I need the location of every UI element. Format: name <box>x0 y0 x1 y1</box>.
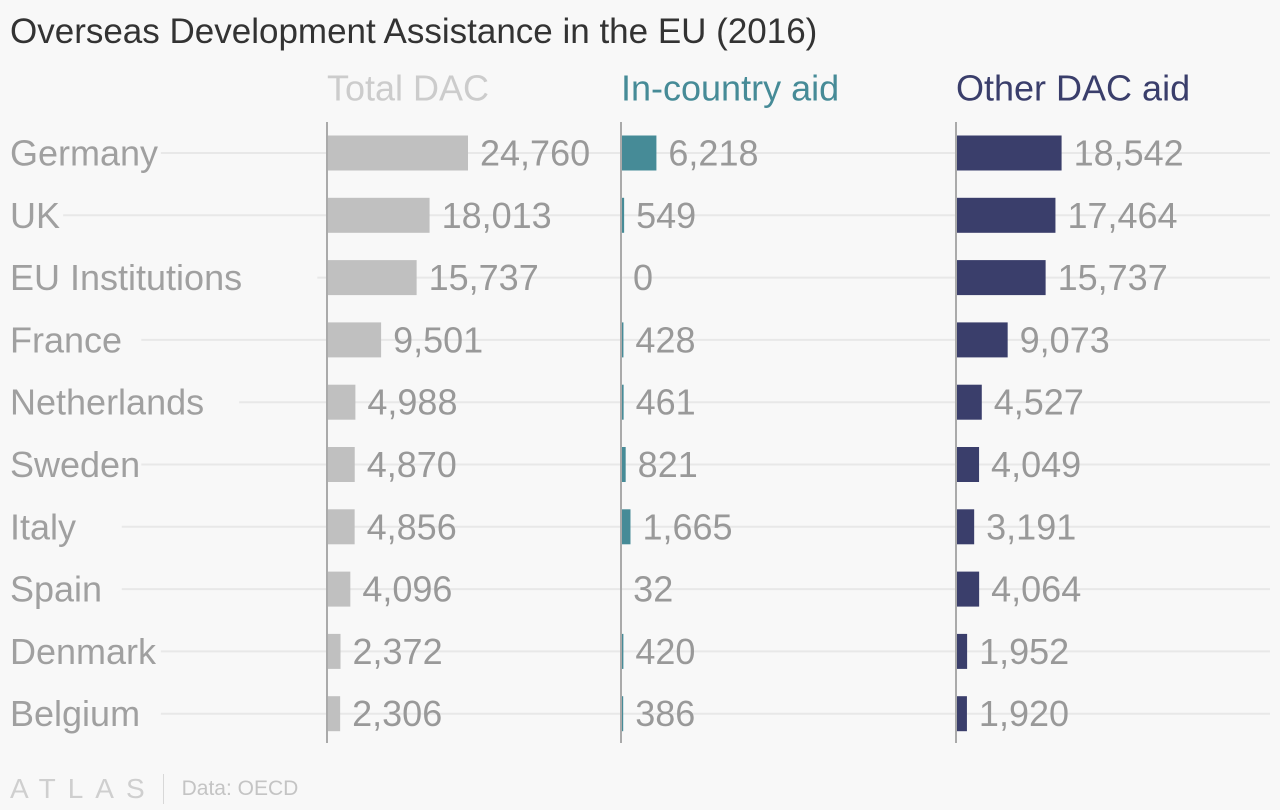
bar <box>621 197 625 233</box>
data-label: 420 <box>635 631 695 672</box>
series-header: In-country aid <box>621 68 839 109</box>
bar <box>327 197 430 233</box>
chart-title: Overseas Development Assistance in the E… <box>10 12 818 51</box>
bar <box>956 322 1008 358</box>
bar <box>327 509 355 545</box>
bar <box>956 633 968 669</box>
data-label: 549 <box>636 195 696 236</box>
bar <box>621 633 624 669</box>
category-label: UK <box>10 195 60 236</box>
data-label: 4,064 <box>991 569 1081 610</box>
bar <box>327 322 382 358</box>
data-label: 3,191 <box>986 506 1076 547</box>
bar <box>621 384 624 420</box>
bar <box>956 509 975 545</box>
data-label: 17,464 <box>1067 195 1177 236</box>
bar <box>621 135 657 171</box>
data-label: 15,737 <box>429 257 539 298</box>
data-label: 461 <box>636 382 696 423</box>
footer: ATLAS Data: OECD <box>10 772 298 806</box>
bar <box>956 384 982 420</box>
bar-chart: Germany UK EU Institutions France Netherland… <box>10 68 1270 743</box>
footer-divider <box>162 774 164 804</box>
category-label: Belgium <box>10 693 140 734</box>
category-label: Netherlands <box>10 382 204 423</box>
brand-logo: ATLAS <box>10 773 157 804</box>
bar <box>956 571 980 607</box>
bar <box>327 571 351 607</box>
data-label: 428 <box>635 319 695 360</box>
bar <box>956 197 1056 233</box>
data-label: 0 <box>633 257 653 298</box>
bar <box>621 322 624 358</box>
data-label: 2,372 <box>353 631 443 672</box>
bar <box>327 447 355 482</box>
bar <box>327 633 341 669</box>
data-label: 4,049 <box>991 444 1081 485</box>
category-label: Germany <box>10 133 158 174</box>
data-label: 4,527 <box>994 382 1084 423</box>
data-label: 6,218 <box>668 133 758 174</box>
data-label: 4,870 <box>367 444 457 485</box>
data-label: 1,952 <box>979 631 1069 672</box>
data-label: 9,073 <box>1020 319 1110 360</box>
category-label: Denmark <box>10 631 157 672</box>
data-label: 32 <box>633 569 673 610</box>
data-label: 4,096 <box>362 569 452 610</box>
bar <box>956 696 967 732</box>
series-header: Total DAC <box>327 68 489 109</box>
category-label: Italy <box>10 506 76 547</box>
data-label: 386 <box>635 693 695 734</box>
data-label: 24,760 <box>480 133 590 174</box>
bar <box>956 447 980 482</box>
bar <box>956 135 1062 171</box>
data-label: 2,306 <box>352 693 442 734</box>
data-label: 15,737 <box>1058 257 1168 298</box>
data-label: 1,920 <box>979 693 1069 734</box>
category-label: Sweden <box>10 444 140 485</box>
bar <box>621 447 626 482</box>
category-label: EU Institutions <box>10 257 242 298</box>
data-label: 4,988 <box>367 382 457 423</box>
bar <box>327 260 417 296</box>
source-note: Data: OECD <box>181 777 299 800</box>
bar <box>621 696 624 732</box>
bar <box>327 384 356 420</box>
data-label: 9,501 <box>393 319 483 360</box>
category-label: France <box>10 319 122 360</box>
data-label: 821 <box>638 444 698 485</box>
bar <box>327 135 468 171</box>
data-label: 1,665 <box>642 506 732 547</box>
bar <box>327 696 341 732</box>
bar <box>956 260 1046 296</box>
series-header: Other DAC aid <box>956 68 1190 109</box>
data-label: 4,856 <box>367 506 457 547</box>
bar <box>621 509 631 545</box>
data-label: 18,542 <box>1074 133 1184 174</box>
category-label: Spain <box>10 569 102 610</box>
data-label: 18,013 <box>442 195 552 236</box>
